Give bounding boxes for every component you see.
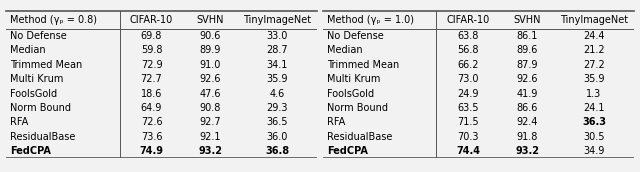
- Text: Norm Bound: Norm Bound: [327, 103, 388, 113]
- Text: RFA: RFA: [10, 117, 28, 127]
- Text: FoolsGold: FoolsGold: [327, 89, 374, 99]
- Text: FedCPA: FedCPA: [327, 146, 368, 156]
- Text: Median: Median: [10, 45, 45, 55]
- Text: SVHN: SVHN: [196, 15, 224, 25]
- Text: 71.5: 71.5: [458, 117, 479, 127]
- Text: No Defense: No Defense: [10, 31, 67, 41]
- Text: 92.6: 92.6: [516, 74, 538, 84]
- Text: ResidualBase: ResidualBase: [327, 132, 392, 142]
- Text: Trimmed Mean: Trimmed Mean: [327, 60, 399, 70]
- Text: 29.3: 29.3: [266, 103, 288, 113]
- Text: Multi Krum: Multi Krum: [327, 74, 380, 84]
- Text: 24.1: 24.1: [583, 103, 605, 113]
- Text: 89.9: 89.9: [200, 45, 221, 55]
- Text: 72.9: 72.9: [141, 60, 163, 70]
- Text: 74.9: 74.9: [140, 146, 163, 156]
- Text: 93.2: 93.2: [198, 146, 223, 156]
- Text: 89.6: 89.6: [516, 45, 538, 55]
- Text: 47.6: 47.6: [200, 89, 221, 99]
- Text: ResidualBase: ResidualBase: [10, 132, 76, 142]
- Text: 35.9: 35.9: [266, 74, 288, 84]
- Text: No Defense: No Defense: [327, 31, 383, 41]
- Text: 91.0: 91.0: [200, 60, 221, 70]
- Text: 24.9: 24.9: [458, 89, 479, 99]
- Text: 36.5: 36.5: [266, 117, 288, 127]
- Text: 92.6: 92.6: [200, 74, 221, 84]
- Text: 70.3: 70.3: [458, 132, 479, 142]
- Text: FedCPA: FedCPA: [10, 146, 51, 156]
- Text: CIFAR-10: CIFAR-10: [447, 15, 490, 25]
- Text: Trimmed Mean: Trimmed Mean: [10, 60, 83, 70]
- Text: 21.2: 21.2: [583, 45, 605, 55]
- Text: SVHN: SVHN: [513, 15, 541, 25]
- Text: Method (γₚ = 1.0): Method (γₚ = 1.0): [327, 15, 414, 25]
- Text: 90.8: 90.8: [200, 103, 221, 113]
- Text: 91.8: 91.8: [516, 132, 538, 142]
- Text: 59.8: 59.8: [141, 45, 163, 55]
- Text: 74.4: 74.4: [456, 146, 480, 156]
- Text: Method (γₚ = 0.8): Method (γₚ = 0.8): [10, 15, 97, 25]
- Text: 63.8: 63.8: [458, 31, 479, 41]
- Text: Norm Bound: Norm Bound: [10, 103, 71, 113]
- Text: 36.8: 36.8: [265, 146, 289, 156]
- Text: 41.9: 41.9: [516, 89, 538, 99]
- Text: 92.7: 92.7: [200, 117, 221, 127]
- Text: 69.8: 69.8: [141, 31, 162, 41]
- Text: 92.4: 92.4: [516, 117, 538, 127]
- Text: 92.1: 92.1: [200, 132, 221, 142]
- Text: 35.9: 35.9: [583, 74, 605, 84]
- Text: 34.1: 34.1: [266, 60, 288, 70]
- Text: 36.0: 36.0: [266, 132, 288, 142]
- Text: 36.3: 36.3: [582, 117, 606, 127]
- Text: 72.6: 72.6: [141, 117, 163, 127]
- Text: 24.4: 24.4: [583, 31, 605, 41]
- Text: 27.2: 27.2: [583, 60, 605, 70]
- Text: 93.2: 93.2: [515, 146, 540, 156]
- Text: 73.6: 73.6: [141, 132, 163, 142]
- Text: 86.1: 86.1: [516, 31, 538, 41]
- Text: 90.6: 90.6: [200, 31, 221, 41]
- Text: Median: Median: [327, 45, 362, 55]
- Text: FoolsGold: FoolsGold: [10, 89, 57, 99]
- Text: 63.5: 63.5: [458, 103, 479, 113]
- Text: RFA: RFA: [327, 117, 345, 127]
- Text: 33.0: 33.0: [266, 31, 288, 41]
- Text: TinyImageNet: TinyImageNet: [560, 15, 628, 25]
- Text: 28.7: 28.7: [266, 45, 288, 55]
- Text: 56.8: 56.8: [458, 45, 479, 55]
- Text: 66.2: 66.2: [458, 60, 479, 70]
- Text: 87.9: 87.9: [516, 60, 538, 70]
- Text: 18.6: 18.6: [141, 89, 162, 99]
- Text: 86.6: 86.6: [516, 103, 538, 113]
- Text: 72.7: 72.7: [141, 74, 163, 84]
- Text: 64.9: 64.9: [141, 103, 162, 113]
- Text: 30.5: 30.5: [583, 132, 605, 142]
- Text: 1.3: 1.3: [586, 89, 602, 99]
- Text: 73.0: 73.0: [458, 74, 479, 84]
- Text: Multi Krum: Multi Krum: [10, 74, 63, 84]
- Text: CIFAR-10: CIFAR-10: [130, 15, 173, 25]
- Text: 4.6: 4.6: [269, 89, 285, 99]
- Text: 34.9: 34.9: [583, 146, 605, 156]
- Text: TinyImageNet: TinyImageNet: [243, 15, 311, 25]
